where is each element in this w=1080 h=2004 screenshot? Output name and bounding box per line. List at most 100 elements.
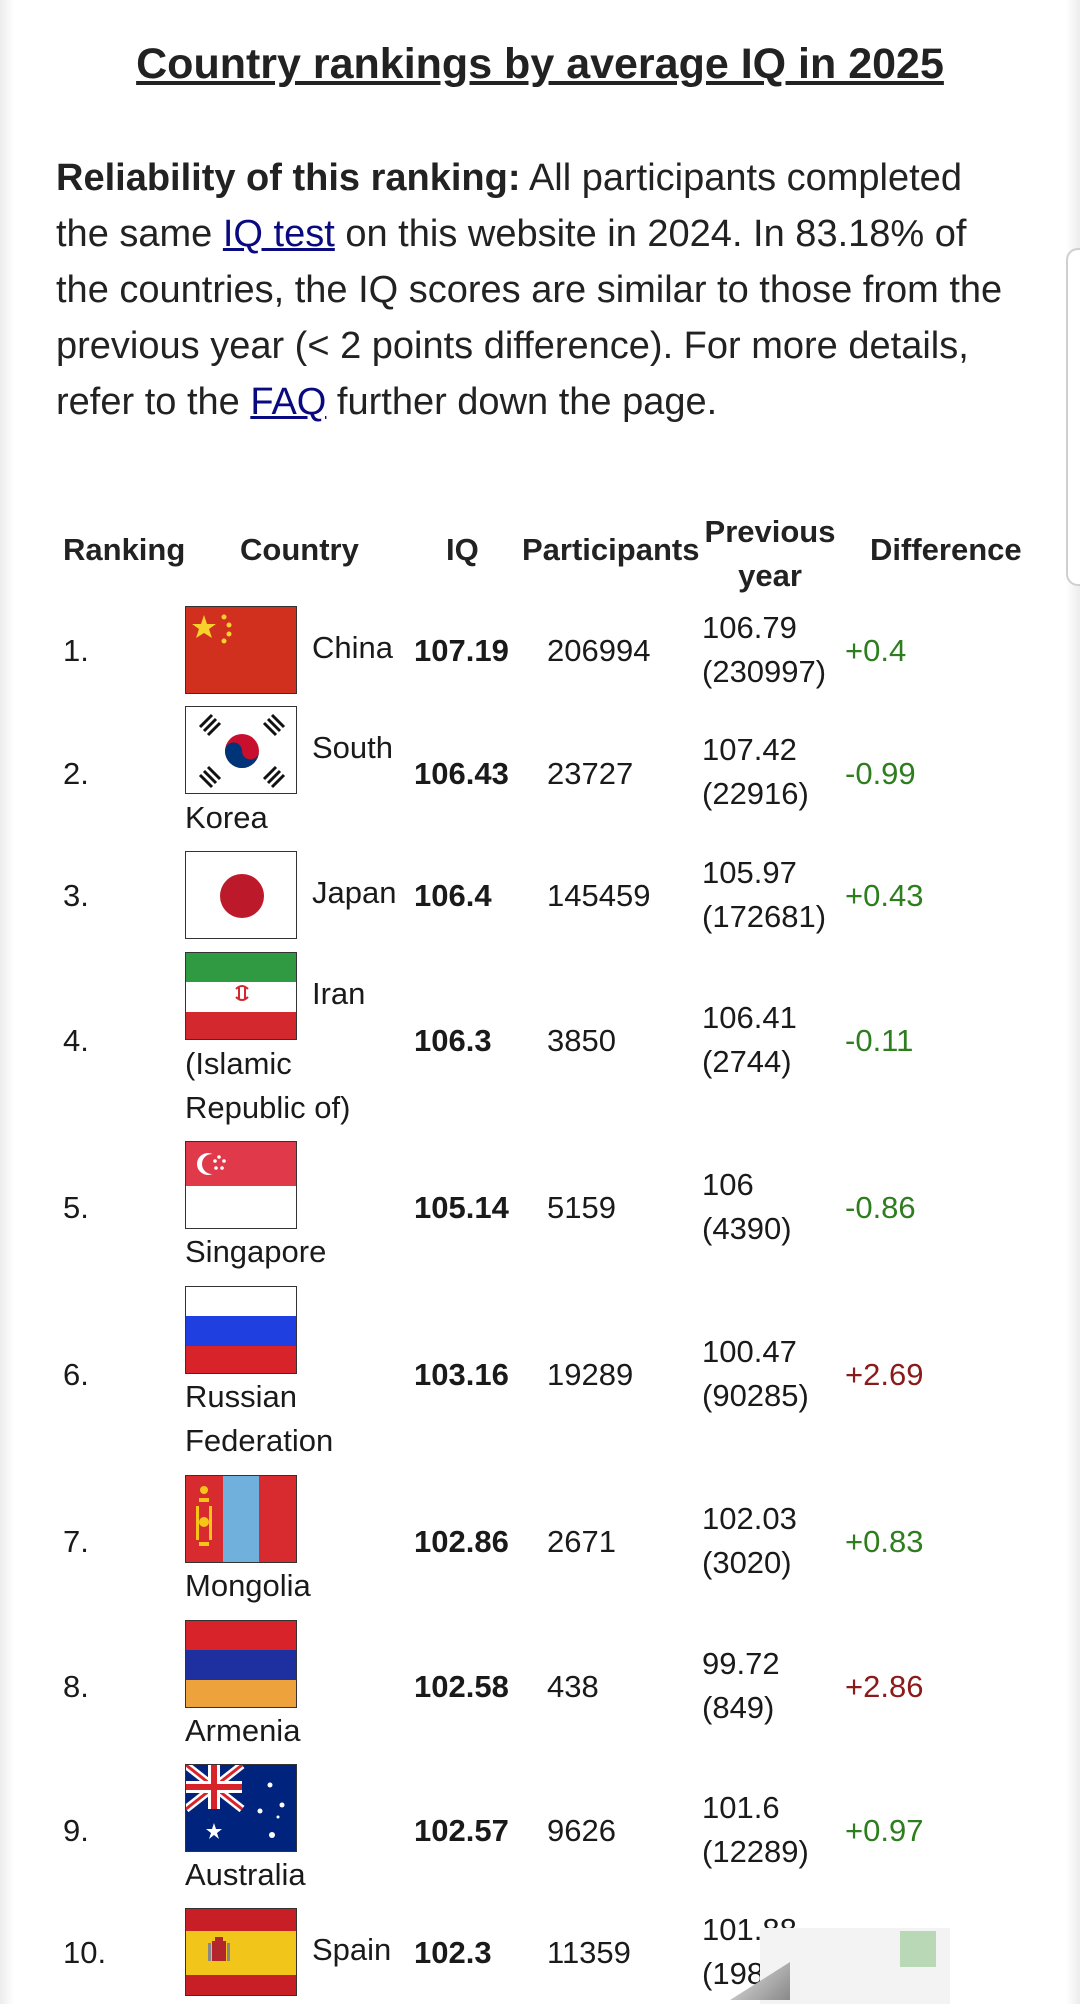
country-name: Armenia xyxy=(185,1713,301,1748)
difference-cell: -0.86 xyxy=(845,1190,916,1225)
iq-cell: 102.3 xyxy=(414,1935,492,1970)
difference-cell: +0.43 xyxy=(845,878,924,913)
spain-flag-icon xyxy=(185,1908,297,1996)
header-participants[interactable]: Participants xyxy=(522,532,700,567)
japan-flag-icon xyxy=(185,851,297,939)
rank-cell: 7. xyxy=(63,1524,89,1559)
iq-cell: 102.58 xyxy=(414,1669,509,1704)
rank-cell: 4. xyxy=(63,1023,89,1058)
prev-score: 106.41 xyxy=(702,1000,797,1035)
rank-cell: 6. xyxy=(63,1357,89,1392)
difference-cell: +2.86 xyxy=(845,1669,924,1704)
reliability-label: Reliability of this ranking: xyxy=(56,157,521,199)
iq-cell: 102.86 xyxy=(414,1524,509,1559)
country-name-continued: Federation xyxy=(185,1423,334,1458)
rank-cell: 8. xyxy=(63,1669,89,1704)
australia-flag-icon xyxy=(185,1764,297,1852)
page-title: Country rankings by average IQ in 2025 xyxy=(136,40,944,88)
header-ranking[interactable]: Ranking xyxy=(63,532,186,567)
previous-year-cell: 102.03 (3020) xyxy=(702,1497,797,1585)
prev-score: 106.79 xyxy=(702,610,797,645)
country-name-continued: Korea xyxy=(185,800,268,835)
participants-cell: 5159 xyxy=(547,1190,616,1225)
prev-count: (849) xyxy=(702,1690,775,1725)
china-flag-icon xyxy=(185,606,297,694)
rank-cell: 3. xyxy=(63,878,89,913)
participants-cell: 9626 xyxy=(547,1813,616,1848)
country-name: Russian xyxy=(185,1379,297,1414)
prev-count: (230997) xyxy=(702,654,827,689)
rank-cell: 1. xyxy=(63,633,89,668)
country-name: Spain xyxy=(312,1932,392,1967)
intro-text-3: further down the page. xyxy=(326,381,718,423)
mongolia-flag-icon xyxy=(185,1475,297,1563)
prev-count: (172681) xyxy=(702,899,827,934)
prev-count: (22916) xyxy=(702,776,809,811)
prev-count: (12289) xyxy=(702,1834,809,1869)
faq-link[interactable]: FAQ xyxy=(250,381,327,423)
iq-cell: 105.14 xyxy=(414,1190,509,1225)
country-name: China xyxy=(312,630,393,665)
prev-score: 106 xyxy=(702,1167,754,1202)
iq-cell: 106.43 xyxy=(414,756,509,791)
iq-cell: 106.4 xyxy=(414,878,492,913)
armenia-flag-icon xyxy=(185,1620,297,1708)
iq-cell: 102.57 xyxy=(414,1813,509,1848)
country-name-continued: (Islamic xyxy=(185,1046,292,1081)
prev-count: (4390) xyxy=(702,1211,792,1246)
difference-cell: -0.99 xyxy=(845,756,916,791)
page-edge-left xyxy=(0,0,14,2004)
prev-count: (90285) xyxy=(702,1378,809,1413)
scrollbar-thumb[interactable] xyxy=(1066,248,1080,586)
prev-score: 100.47 xyxy=(702,1334,797,1369)
participants-cell: 19289 xyxy=(547,1357,634,1392)
previous-year-cell: 100.47 (90285) xyxy=(702,1330,809,1418)
rank-cell: 5. xyxy=(63,1190,89,1225)
header-difference[interactable]: Difference xyxy=(870,532,1022,567)
iq-cell: 103.16 xyxy=(414,1357,509,1392)
previous-year-cell: 106.41 (2744) xyxy=(702,996,797,1084)
previous-year-cell: 106.79 (230997) xyxy=(702,606,826,694)
participants-cell: 438 xyxy=(547,1669,599,1704)
previous-year-cell: 99.72 (849) xyxy=(702,1642,780,1730)
country-name: Singapore xyxy=(185,1234,327,1269)
rank-cell: 2. xyxy=(63,756,89,791)
south-korea-flag-icon xyxy=(185,706,297,794)
participants-cell: 3850 xyxy=(547,1023,616,1058)
header-previous-year[interactable]: Previous year xyxy=(700,510,840,598)
prev-score: 99.72 xyxy=(702,1646,780,1681)
participants-cell: 206994 xyxy=(547,633,651,668)
header-previous-line2: year xyxy=(738,558,802,593)
rank-cell: 9. xyxy=(63,1813,89,1848)
participants-cell: 11359 xyxy=(547,1935,631,1970)
prev-score: 105.97 xyxy=(702,855,797,890)
iq-test-link[interactable]: IQ test xyxy=(222,213,335,255)
prev-score: 101.6 xyxy=(702,1790,780,1825)
intro-text-2: on this website in 2024. In 83.18% of th… xyxy=(56,213,1003,423)
rank-cell: 10. xyxy=(63,1935,107,1970)
prev-score: 102.03 xyxy=(702,1501,797,1536)
country-name: Australia xyxy=(185,1857,306,1892)
iq-cell: 106.3 xyxy=(414,1023,492,1058)
country-name: South xyxy=(312,730,394,765)
iran-flag-icon xyxy=(185,952,297,1040)
intro-text-1: All participants completed the same xyxy=(56,157,962,255)
header-country[interactable]: Country xyxy=(240,532,359,567)
prev-score: 107.42 xyxy=(702,732,797,767)
country-name-continued-2: Republic of) xyxy=(185,1090,351,1125)
difference-cell: +0.97 xyxy=(845,1813,924,1848)
header-iq[interactable]: IQ xyxy=(446,532,479,567)
header-previous-line1: Previous xyxy=(704,514,836,549)
prev-count: (2744) xyxy=(702,1044,792,1079)
difference-cell: +0.83 xyxy=(845,1524,924,1559)
previous-year-cell: 107.42 (22916) xyxy=(702,728,809,816)
participants-cell: 145459 xyxy=(547,878,651,913)
singapore-flag-icon xyxy=(185,1141,297,1229)
country-name: Mongolia xyxy=(185,1568,311,1603)
russia-flag-icon xyxy=(185,1286,297,1374)
previous-year-cell: 101.6 (12289) xyxy=(702,1786,809,1874)
iq-cell: 107.19 xyxy=(414,633,509,668)
country-name: Japan xyxy=(312,875,397,910)
difference-cell: +0.4 xyxy=(845,633,907,668)
obscured-difference-marker xyxy=(900,1931,936,1967)
